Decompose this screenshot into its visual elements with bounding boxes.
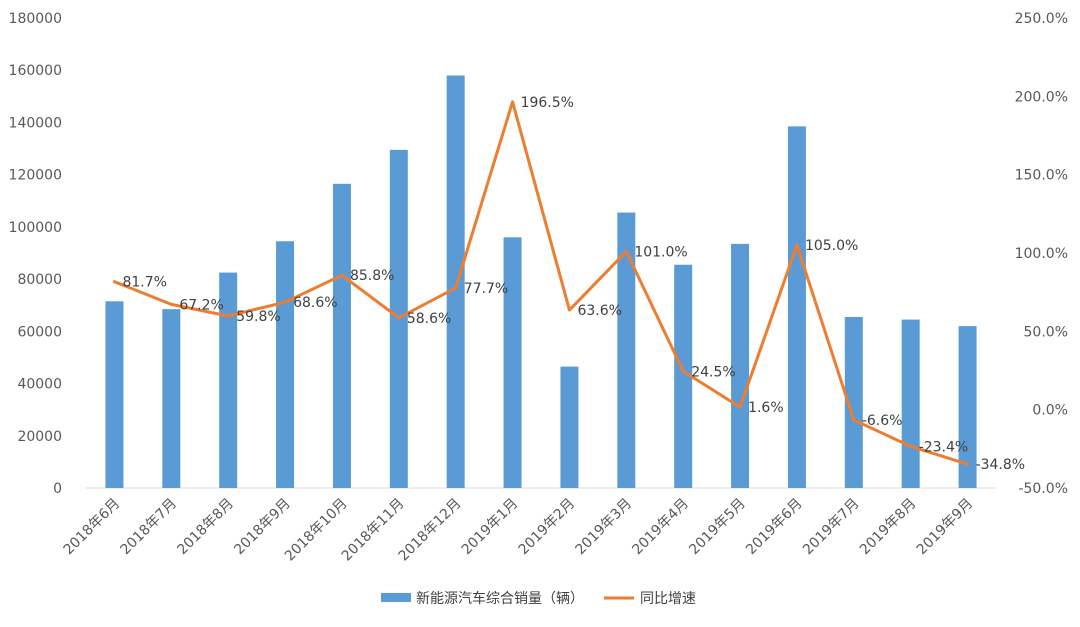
line-data-labels: 81.7% 67.2% 59.8% 68.6% 85.8% 58.6% 77.7% 196.5… <box>122 95 1025 473</box>
y-right-tick-label: 200.0% <box>1015 89 1068 105</box>
y-right-tick-label: 100.0% <box>1015 246 1068 262</box>
y-right-tick-label: 150.0% <box>1015 168 1068 184</box>
bar <box>787 126 806 488</box>
line-data-label: -34.8% <box>976 457 1026 473</box>
line-data-label: 196.5% <box>521 95 574 111</box>
x-tick-label: 2019年7月 <box>800 496 863 559</box>
bar <box>105 301 124 488</box>
line-data-label: 63.6% <box>577 303 621 319</box>
x-tick-label: 2019年8月 <box>857 496 920 559</box>
x-axis-ticks: 2018年6月2018年7月2018年8月2018年9月2018年10月2018… <box>61 496 977 565</box>
line-data-label: -6.6% <box>862 413 903 429</box>
line-data-label: 85.8% <box>350 268 394 284</box>
y-left-tick-label: 40000 <box>17 377 62 393</box>
y-left-tick-label: 80000 <box>17 272 62 288</box>
bar <box>731 243 750 488</box>
x-tick-label: 2019年1月 <box>459 496 522 559</box>
x-tick-label: 2019年3月 <box>573 496 636 559</box>
x-tick-label: 2019年5月 <box>686 496 749 559</box>
bar <box>617 212 636 488</box>
x-tick-label: 2018年9月 <box>231 496 294 559</box>
right-axis-ticks: -50.0% 0.0% 50.0% 100.0% 150.0% 200.0% 250.0% <box>1015 11 1068 497</box>
line-data-label: 81.7% <box>122 275 166 291</box>
y-left-tick-label: 20000 <box>17 429 62 445</box>
y-left-tick-label: 0 <box>53 481 62 497</box>
bar <box>560 366 579 488</box>
y-left-tick-label: 120000 <box>9 168 62 184</box>
line-data-label: 67.2% <box>179 297 223 313</box>
bar <box>503 237 522 488</box>
line-data-label: 59.8% <box>236 309 280 325</box>
y-left-tick-label: 180000 <box>9 11 62 27</box>
x-tick-label: 2019年6月 <box>743 496 806 559</box>
legend: 新能源汽车综合销量（辆） 同比增速 <box>381 590 696 607</box>
bar <box>446 75 465 488</box>
x-tick-label: 2019年9月 <box>914 496 977 559</box>
bar <box>958 326 977 488</box>
line-series <box>112 100 970 466</box>
x-tick-label: 2018年8月 <box>174 496 237 559</box>
line-data-label: 68.6% <box>293 295 337 311</box>
y-right-tick-label: 250.0% <box>1015 11 1068 27</box>
y-left-tick-label: 140000 <box>9 115 62 131</box>
x-tick-label: 2018年6月 <box>61 496 124 559</box>
y-right-tick-label: 0.0% <box>1032 403 1068 419</box>
legend-bar-label: 新能源汽车综合销量（辆） <box>416 590 584 607</box>
y-left-tick-label: 160000 <box>9 63 62 79</box>
left-axis-ticks: 0 20000 40000 60000 80000 100000 120000 140000 1… <box>9 11 62 497</box>
y-right-tick-label: 50.0% <box>1024 324 1068 340</box>
line-data-label: 58.6% <box>407 311 451 327</box>
line-data-label: 105.0% <box>805 238 858 254</box>
x-tick-label: 2018年7月 <box>118 496 181 559</box>
line-data-label: 101.0% <box>634 244 687 260</box>
bar <box>901 319 920 488</box>
y-left-tick-label: 100000 <box>9 220 62 236</box>
y-left-tick-label: 60000 <box>17 324 62 340</box>
x-tick-label: 2019年2月 <box>516 496 579 559</box>
line-data-label: 1.6% <box>748 400 784 416</box>
bar <box>162 309 181 488</box>
bar <box>844 316 863 488</box>
line-data-label: 24.5% <box>691 364 735 380</box>
legend-bar-swatch <box>381 593 411 602</box>
line-data-label: 77.7% <box>464 281 508 297</box>
line-data-label: -23.4% <box>919 439 969 455</box>
legend-line-label: 同比增速 <box>640 591 696 607</box>
bar <box>332 183 351 489</box>
bar <box>674 264 693 488</box>
x-tick-label: 2019年4月 <box>629 496 692 559</box>
bar <box>276 241 295 488</box>
bar <box>219 272 238 488</box>
y-right-tick-label: -50.0% <box>1018 481 1068 497</box>
growth-line <box>112 100 970 466</box>
bar-series <box>105 75 977 489</box>
